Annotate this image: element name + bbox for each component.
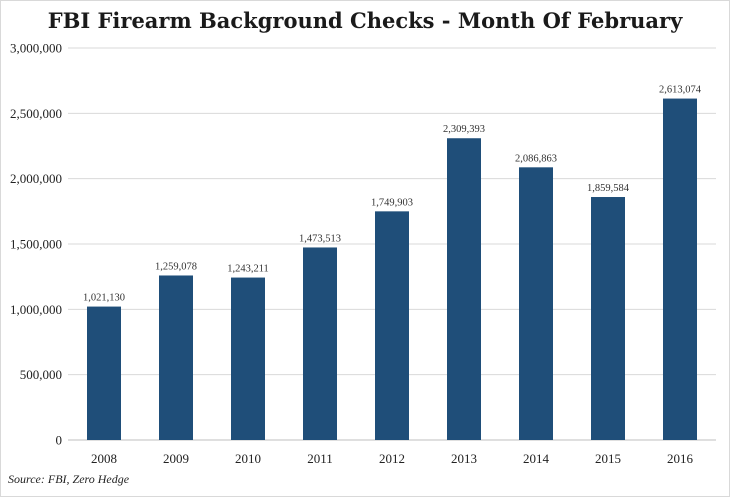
x-tick-label-2010: 2010 xyxy=(235,451,261,466)
data-label-2012: 1,749,903 xyxy=(371,197,413,208)
y-tick-label: 1,000,000 xyxy=(10,302,62,317)
y-tick-label: 2,500,000 xyxy=(10,106,62,121)
y-tick-label: 500,000 xyxy=(20,367,62,382)
y-tick-label: 1,500,000 xyxy=(10,237,62,252)
source-note: Source: FBI, Zero Hedge xyxy=(8,472,130,486)
data-label-2016: 2,613,074 xyxy=(659,85,702,96)
bar-2012 xyxy=(375,211,409,440)
x-tick-label-2013: 2013 xyxy=(451,451,477,466)
data-label-2014: 2,086,863 xyxy=(515,153,557,164)
x-tick-label-2014: 2014 xyxy=(523,451,550,466)
bar-2015 xyxy=(591,197,625,440)
x-tick-label-2008: 2008 xyxy=(91,451,117,466)
data-label-2015: 1,859,584 xyxy=(587,183,630,194)
bar-2008 xyxy=(87,306,121,440)
chart-title: FBI Firearm Background Checks - Month Of… xyxy=(47,8,683,33)
bar-2010 xyxy=(231,277,265,440)
bar-2016 xyxy=(663,98,697,440)
data-labels: 1,021,130 1,259,078 1,243,211 1,473,513 1,74… xyxy=(83,85,702,304)
x-axis: 2008 2009 2010 2011 2012 2013 2014 2015 2016 xyxy=(91,451,694,466)
data-label-2009: 1,259,078 xyxy=(155,261,197,272)
x-tick-label-2016: 2016 xyxy=(667,451,694,466)
bar-2014 xyxy=(519,167,553,440)
y-tick-label: 3,000,000 xyxy=(10,41,62,56)
x-tick-label-2011: 2011 xyxy=(307,451,333,466)
x-tick-label-2015: 2015 xyxy=(595,451,621,466)
x-tick-label-2009: 2009 xyxy=(163,451,189,466)
bar-2011 xyxy=(303,247,337,440)
x-tick-label-2012: 2012 xyxy=(379,451,405,466)
data-label-2013: 2,309,393 xyxy=(443,124,485,135)
y-axis: 0 500,000 1,000,000 1,500,000 2,000,000 2,500… xyxy=(10,41,62,448)
bar-2013 xyxy=(447,138,481,440)
bars xyxy=(87,98,697,440)
bar-2009 xyxy=(159,275,193,440)
data-label-2008: 1,021,130 xyxy=(83,293,125,304)
y-tick-label: 2,000,000 xyxy=(10,171,62,186)
y-tick-label: 0 xyxy=(56,433,63,448)
data-label-2011: 1,473,513 xyxy=(299,233,341,244)
data-label-2010: 1,243,211 xyxy=(227,264,269,275)
